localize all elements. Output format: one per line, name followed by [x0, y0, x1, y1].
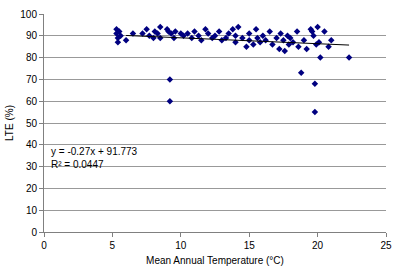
svg-text:80: 80: [26, 52, 38, 63]
svg-text:10: 10: [175, 240, 187, 251]
svg-text:Mean Annual Temperature (°C): Mean Annual Temperature (°C): [146, 255, 284, 266]
svg-text:50: 50: [26, 118, 38, 129]
svg-text:40: 40: [26, 139, 38, 150]
svg-text:0: 0: [41, 240, 47, 251]
svg-text:20: 20: [312, 240, 324, 251]
svg-text:25: 25: [380, 240, 392, 251]
svg-text:10: 10: [26, 205, 38, 216]
svg-text:15: 15: [244, 240, 256, 251]
svg-text:100: 100: [20, 9, 37, 20]
svg-text:R² = 0.0447: R² = 0.0447: [51, 159, 104, 170]
svg-text:5: 5: [110, 240, 116, 251]
svg-text:20: 20: [26, 183, 38, 194]
svg-text:LTE (%): LTE (%): [4, 105, 15, 141]
svg-text:0: 0: [31, 227, 37, 238]
svg-text:y = -0.27x + 91.773: y = -0.27x + 91.773: [51, 146, 138, 157]
svg-text:60: 60: [26, 96, 38, 107]
svg-text:70: 70: [26, 74, 38, 85]
svg-text:30: 30: [26, 161, 38, 172]
svg-text:90: 90: [26, 30, 38, 41]
